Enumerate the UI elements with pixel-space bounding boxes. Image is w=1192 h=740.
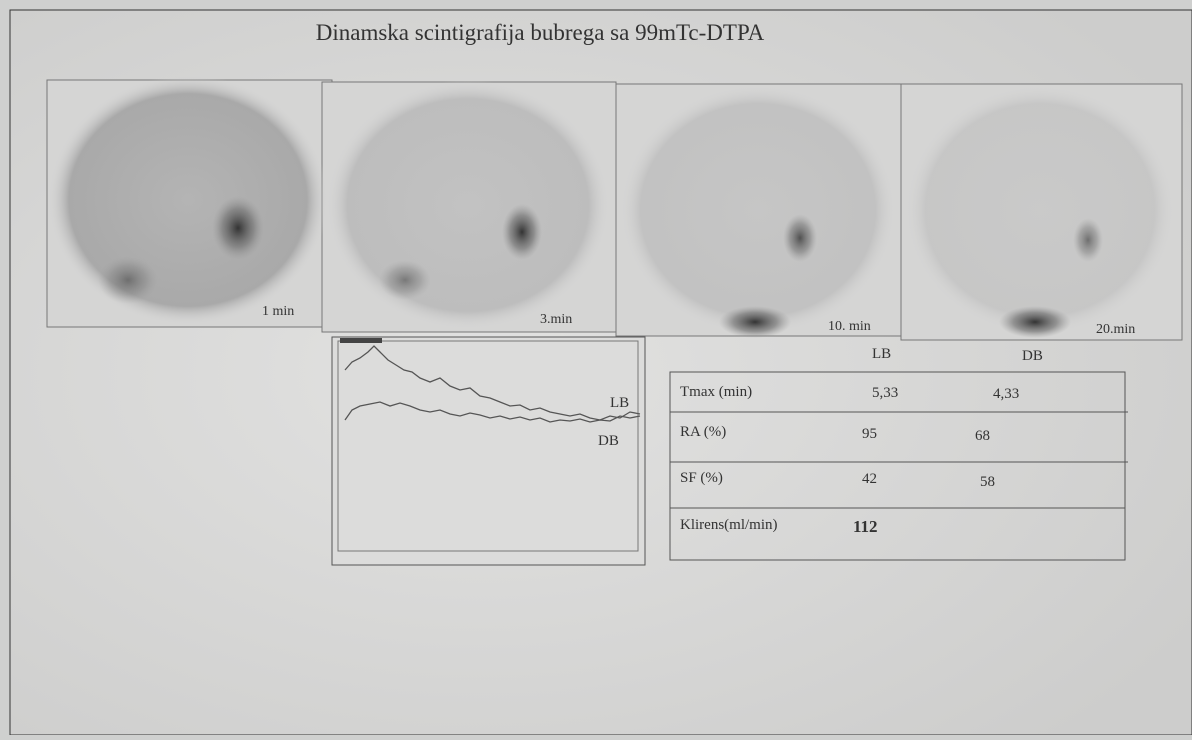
scan-label: 3.min (540, 312, 572, 327)
row-label: RA (%) (680, 424, 726, 440)
title: Dinamska scintigrafija bubrega sa 99mTc-… (316, 20, 765, 45)
scan-label: 20.min (1096, 322, 1135, 337)
cell: 95 (862, 426, 877, 442)
page: Dinamska scintigrafija bubrega sa 99mTc-… (0, 0, 1192, 735)
scan-disc (48, 75, 328, 325)
renogram-frame (332, 337, 645, 565)
bladder-spot (999, 306, 1071, 338)
cell: 5,33 (872, 385, 898, 401)
row-label: Tmax (min) (680, 384, 752, 400)
column-header: DB (1022, 348, 1043, 364)
renogram-marker (340, 338, 382, 343)
kidney-spot (212, 196, 264, 260)
kidney-spot (502, 204, 542, 260)
document-photo: Dinamska scintigrafija bubrega sa 99mTc-… (0, 0, 1192, 735)
bladder-spot (719, 306, 791, 338)
cell: 42 (862, 471, 877, 487)
cell: 68 (975, 428, 990, 444)
cell: 4,33 (993, 386, 1019, 402)
scan-disc (905, 85, 1175, 335)
scan-disc (620, 85, 896, 335)
kidney-spot (783, 214, 817, 262)
kidney-spot (379, 260, 431, 300)
kidney-spot (1073, 218, 1103, 262)
kidney-spot (98, 256, 158, 304)
scan-disc (326, 80, 610, 330)
scan-label: 10. min (828, 319, 871, 334)
cell: 58 (980, 474, 995, 490)
curve-label: DB (598, 433, 619, 449)
renogram: LB DB (332, 337, 645, 565)
row-label: SF (%) (680, 470, 723, 486)
column-header: LB (872, 346, 891, 362)
row-label: Klirens(ml/min) (680, 517, 778, 533)
scan-label: 1 min (262, 304, 294, 319)
cell: 112 (853, 517, 878, 536)
curve-label: LB (610, 395, 629, 411)
